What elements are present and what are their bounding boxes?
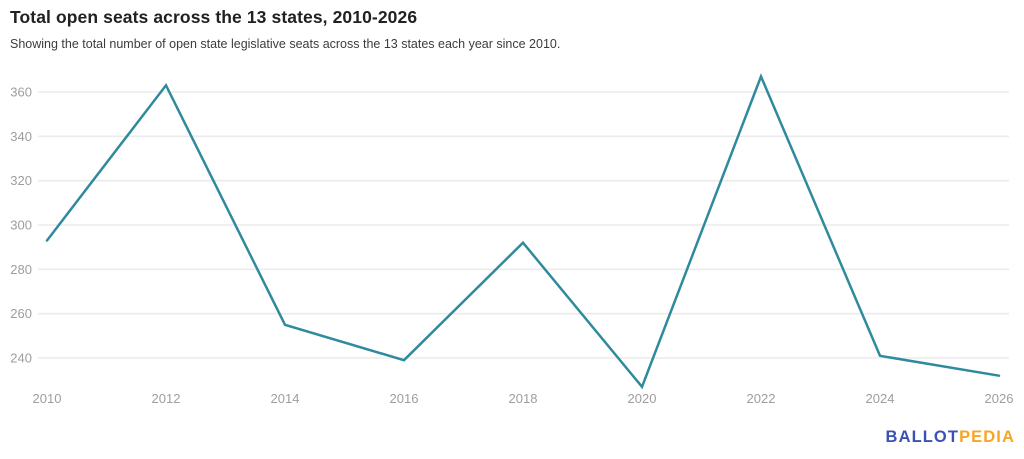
x-tick-label: 2016 (390, 391, 419, 406)
x-tick-label: 2024 (866, 391, 895, 406)
page-title: Total open seats across the 13 states, 2… (10, 7, 418, 27)
y-tick-label: 360 (10, 85, 32, 100)
data-line-total-open-seats (45, 73, 1001, 390)
y-tick-label: 280 (10, 262, 32, 277)
y-tick-label: 340 (10, 129, 32, 144)
ballotpedia-logo: BALLOTPEDIA (886, 428, 1015, 447)
x-tick-label: 2026 (985, 391, 1014, 406)
x-tick-label: 2010 (33, 391, 62, 406)
ballotpedia-logo-pedia: PEDIA (959, 428, 1015, 446)
ballotpedia-logo-ballot: BALLOT (885, 428, 960, 446)
x-tick-label: 2018 (509, 391, 538, 406)
y-tick-label: 260 (10, 306, 32, 321)
y-tick-label: 320 (10, 173, 32, 188)
x-tick-label: 2022 (747, 391, 776, 406)
y-tick-label: 300 (10, 218, 32, 233)
page-subtitle: Showing the total number of open state l… (10, 37, 561, 51)
x-tick-label: 2012 (152, 391, 181, 406)
x-tick-label: 2020 (628, 391, 657, 406)
y-tick-label: 240 (10, 351, 32, 366)
x-tick-label: 2014 (271, 391, 300, 406)
